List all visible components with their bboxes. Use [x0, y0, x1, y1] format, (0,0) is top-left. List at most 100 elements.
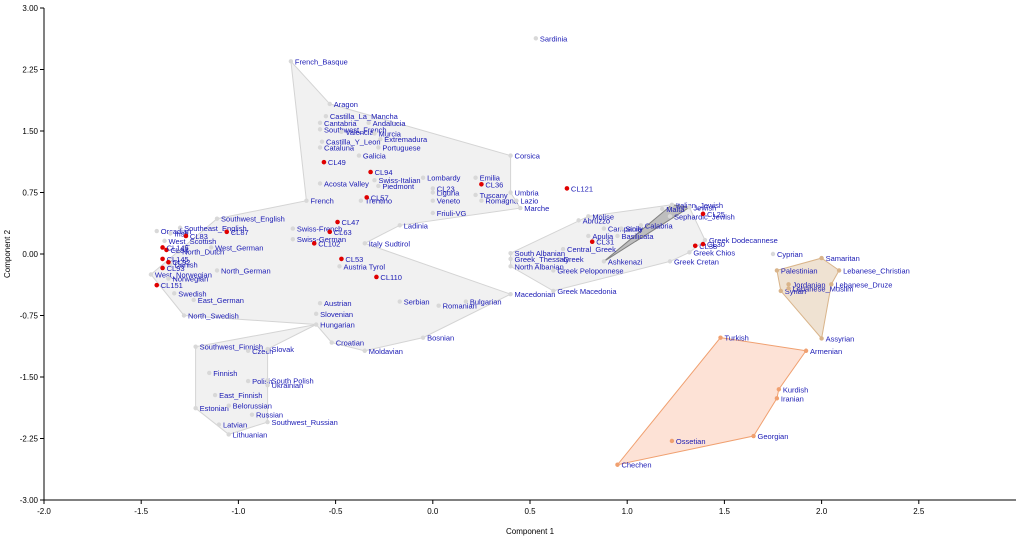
data-point — [397, 299, 402, 304]
point-label: Turkish — [725, 334, 749, 343]
x-tick-label: 2.5 — [913, 507, 925, 516]
point-label: CL93 — [167, 264, 185, 273]
point-label: CL63 — [334, 228, 352, 237]
point-label: Austria Tyrol — [343, 262, 385, 271]
y-tick-label: 0.75 — [22, 189, 38, 198]
point-label: Irish — [174, 230, 188, 239]
point-label: Bulgarian — [470, 298, 502, 307]
point-label: North_German — [221, 266, 271, 275]
point-label: CL94 — [375, 168, 393, 177]
data-point — [564, 186, 570, 191]
data-point — [397, 223, 402, 228]
point-label: Slovak — [272, 345, 295, 354]
data-point — [669, 438, 675, 444]
point-label: Apulia — [592, 232, 614, 241]
point-label: Greek Chios — [693, 248, 735, 257]
point-label: Slovenian — [320, 310, 353, 319]
data-point — [667, 214, 673, 219]
point-label: CL84 — [170, 246, 188, 255]
point-label: Extremadura — [384, 135, 428, 144]
data-point — [164, 247, 169, 253]
point-label: Czech — [252, 347, 273, 356]
data-point — [702, 237, 708, 243]
point-label: Marche — [524, 204, 549, 213]
point-label: Southwest_French — [324, 125, 387, 134]
x-tick-label: 2.0 — [816, 507, 828, 516]
point-label: Romanian — [443, 302, 477, 311]
data-point — [224, 229, 230, 235]
point-label: Greek Dodecannese — [709, 236, 778, 245]
data-point — [193, 405, 198, 411]
point-label: Assyrian — [826, 334, 855, 343]
point-label: Piedmont — [382, 182, 415, 191]
data-point — [154, 228, 159, 234]
data-point — [533, 36, 539, 41]
point-label: Greek Macedonia — [557, 287, 617, 296]
point-label: Palestinian — [781, 266, 818, 275]
data-point — [335, 219, 340, 225]
data-point — [216, 422, 222, 427]
data-point — [321, 159, 327, 165]
point-label: Jordanian — [793, 280, 826, 289]
data-point — [556, 256, 562, 262]
point-label: North Albanian — [515, 262, 564, 271]
data-point — [659, 206, 665, 212]
data-point — [551, 268, 556, 273]
point-label: Southwest_Finnish — [200, 343, 263, 352]
data-point — [774, 268, 780, 273]
x-tick-label: 1.0 — [622, 507, 634, 516]
point-label: Aragon — [334, 100, 358, 109]
point-label: Ossetian — [676, 437, 706, 446]
data-point — [317, 120, 323, 126]
point-label: CL36 — [485, 180, 503, 189]
y-tick-label: 0.00 — [22, 250, 38, 259]
point-label: Central_Greek — [567, 245, 616, 254]
point-label: Italian_Jewish — [676, 201, 723, 210]
data-point — [576, 218, 581, 223]
data-point — [778, 288, 783, 294]
data-point — [378, 137, 383, 142]
point-label: Southwest_English — [221, 215, 285, 224]
data-point — [319, 139, 325, 144]
point-label: Cantabria — [324, 119, 357, 128]
point-label: West_German — [215, 243, 263, 252]
data-point — [786, 282, 791, 287]
data-point — [160, 256, 165, 262]
data-point — [317, 127, 323, 132]
point-label: South Albanian — [515, 249, 565, 258]
point-label: Tuscany — [480, 191, 508, 200]
point-label: Trentino — [365, 197, 392, 206]
hull-jewish — [603, 204, 691, 262]
data-point — [615, 233, 620, 239]
data-point — [508, 256, 513, 262]
x-tick-label: -1.0 — [232, 507, 246, 516]
point-label: West_Norwegian — [155, 271, 212, 280]
point-label: CL57 — [371, 193, 389, 202]
point-label: CL146 — [167, 243, 189, 252]
data-point — [430, 190, 435, 195]
data-point — [803, 348, 809, 353]
point-label: CL145 — [167, 255, 189, 264]
data-point — [166, 259, 171, 265]
data-point — [692, 243, 698, 249]
point-label: Corsica — [515, 152, 541, 161]
point-label: Jewish — [693, 203, 716, 212]
point-label: Southeast_English — [184, 224, 247, 233]
point-label: French — [310, 197, 333, 206]
data-point — [214, 268, 220, 273]
point-label: Swiss-French — [297, 225, 342, 234]
point-label: South Polish — [272, 376, 314, 385]
data-point — [358, 198, 364, 203]
data-point — [226, 403, 231, 408]
data-point — [776, 387, 782, 392]
point-label: CL102 — [318, 239, 340, 248]
data-point — [479, 182, 484, 187]
point-label: CL53 — [345, 255, 363, 264]
point-label: Hungarian — [320, 321, 355, 330]
data-point — [304, 198, 309, 203]
point-label: CL23 — [437, 184, 455, 193]
point-label: CL87 — [231, 228, 249, 237]
point-label: Norwegian — [172, 275, 208, 284]
point-label: CL38 — [699, 242, 717, 251]
data-point — [366, 120, 371, 126]
